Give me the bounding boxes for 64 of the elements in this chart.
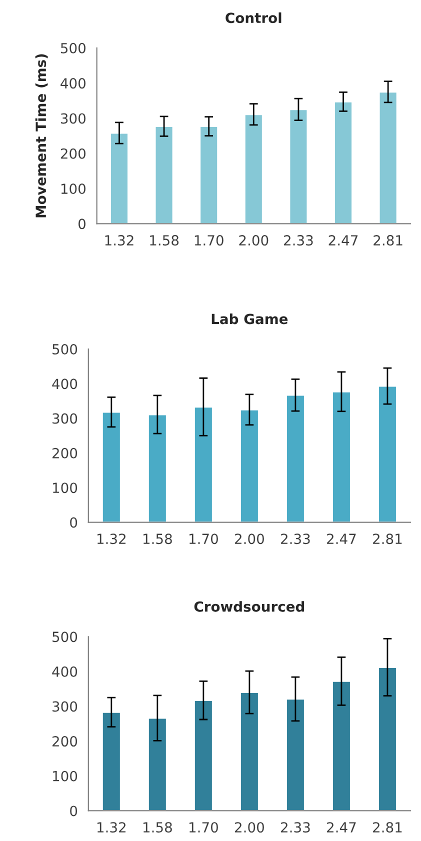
bar	[288, 108, 308, 224]
bar	[102, 711, 122, 811]
x-tick-label: 2.47	[327, 822, 356, 832]
bar	[332, 390, 352, 522]
y-tick-label: 100	[61, 184, 86, 194]
y-tick-label: 300	[52, 701, 78, 712]
bar	[378, 666, 398, 811]
y-tick-label: 0	[78, 218, 86, 230]
x-tick-label: 2.33	[281, 534, 310, 544]
bar	[286, 698, 306, 811]
chart-title: Crowdsourced	[194, 601, 304, 612]
bar	[378, 385, 398, 522]
bar	[154, 126, 174, 224]
y-tick-label: 100	[53, 770, 78, 782]
y-tick-label: 200	[52, 448, 78, 458]
y-tick-label: 300	[52, 413, 78, 424]
x-tick-label: 1.32	[97, 534, 126, 544]
x-tick-label: 2.81	[373, 534, 402, 544]
bar	[194, 406, 214, 522]
y-tick-label: 500	[52, 632, 78, 642]
bar	[240, 408, 260, 522]
x-tick-label: 1.32	[105, 235, 134, 246]
y-tick-label: 400	[52, 666, 78, 677]
y-tick-label: 400	[52, 378, 78, 390]
x-tick-label: 2.00	[235, 822, 264, 833]
x-tick-label: 1.70	[189, 822, 218, 833]
x-tick-label: 2.33	[281, 822, 310, 833]
bar	[148, 414, 168, 522]
y-tick-label: 500	[60, 42, 86, 54]
x-tick-label: 2.00	[235, 534, 264, 544]
x-tick-label: 1.70	[189, 534, 218, 544]
y-tick-label: 200	[52, 736, 78, 747]
x-tick-label: 1.58	[143, 822, 172, 833]
x-tick-label: 1.58	[143, 534, 172, 544]
bar	[334, 101, 353, 224]
y-tick-label: 0	[70, 517, 78, 528]
x-tick-label: 2.00	[239, 235, 268, 246]
chart-title: Lab Game	[212, 313, 288, 324]
bar	[240, 692, 260, 811]
y-tick-label: 0	[70, 806, 78, 816]
x-tick-label: 1.32	[97, 822, 126, 833]
x-tick-label: 2.47	[328, 235, 358, 246]
bar	[110, 132, 129, 224]
y-tick-label: 200	[60, 148, 86, 159]
y-tick-label: 100	[53, 482, 78, 494]
x-tick-label: 1.70	[194, 235, 224, 246]
bar	[378, 91, 398, 224]
bar	[199, 126, 218, 224]
bar	[286, 394, 306, 522]
bar	[148, 717, 168, 811]
y-tick-label: 300	[60, 113, 86, 124]
x-tick-label: 2.81	[374, 235, 402, 246]
bar	[332, 680, 352, 811]
bar	[244, 114, 264, 224]
chart-title: Control	[226, 12, 282, 24]
y-tick-label: 400	[60, 78, 86, 89]
x-tick-label: 2.33	[284, 235, 313, 246]
x-tick-label: 2.47	[327, 534, 356, 544]
x-tick-label: 2.81	[373, 822, 402, 833]
bar	[194, 700, 214, 811]
y-tick-label: 500	[52, 344, 78, 354]
x-tick-label: 1.58	[150, 235, 179, 246]
y-axis-title: Movement Time (ms)	[35, 54, 48, 218]
bar	[102, 411, 122, 522]
